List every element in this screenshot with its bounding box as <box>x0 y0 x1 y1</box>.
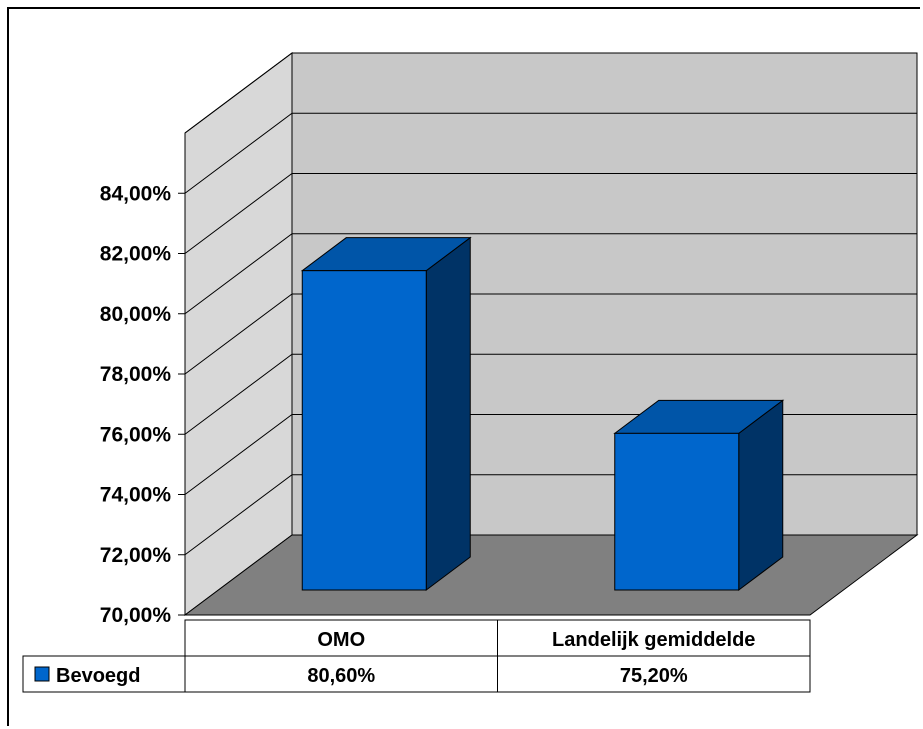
bars <box>300 236 785 591</box>
gridline <box>184 293 917 375</box>
legend-label: Bevoegd <box>56 665 140 687</box>
y-tick-label: 70,00% <box>100 604 172 627</box>
legend-swatch <box>34 666 50 682</box>
gridline <box>184 52 917 134</box>
data-label: 80,60% <box>307 665 375 687</box>
table-legend-cell <box>22 655 186 693</box>
category-label: Landelijk gemiddelde <box>552 629 755 651</box>
gridline <box>184 173 917 254</box>
y-tick-label: 82,00% <box>100 243 172 266</box>
gridlines <box>184 52 917 556</box>
data-label: 75,20% <box>620 665 688 687</box>
chart-frame <box>7 7 920 726</box>
y-tick-label: 80,00% <box>100 303 172 326</box>
floor <box>183 534 919 616</box>
y-tick-label: 84,00% <box>100 182 172 205</box>
chart-walls <box>183 52 919 616</box>
bar <box>613 399 785 591</box>
y-tick-label: 72,00% <box>100 544 172 567</box>
y-axis-tick-labels: 70,00% 72,00% 74,00% 76,00% 78,00% 80,00% 82,0… <box>100 182 185 627</box>
gridline <box>184 233 917 315</box>
gridline <box>184 353 917 435</box>
y-tick-label: 74,00% <box>100 484 172 507</box>
category-label: OMO <box>317 629 365 651</box>
data-table: OMO 80,60% Landelijk gemiddelde 75,20% Bevoe… <box>22 619 811 693</box>
bar-front <box>301 270 427 591</box>
bar-front <box>614 432 740 591</box>
y-tick-label: 76,00% <box>100 423 172 446</box>
y-tick-label: 78,00% <box>100 363 172 386</box>
gridline <box>184 112 917 194</box>
bar-side <box>425 236 471 591</box>
bar <box>300 236 472 591</box>
